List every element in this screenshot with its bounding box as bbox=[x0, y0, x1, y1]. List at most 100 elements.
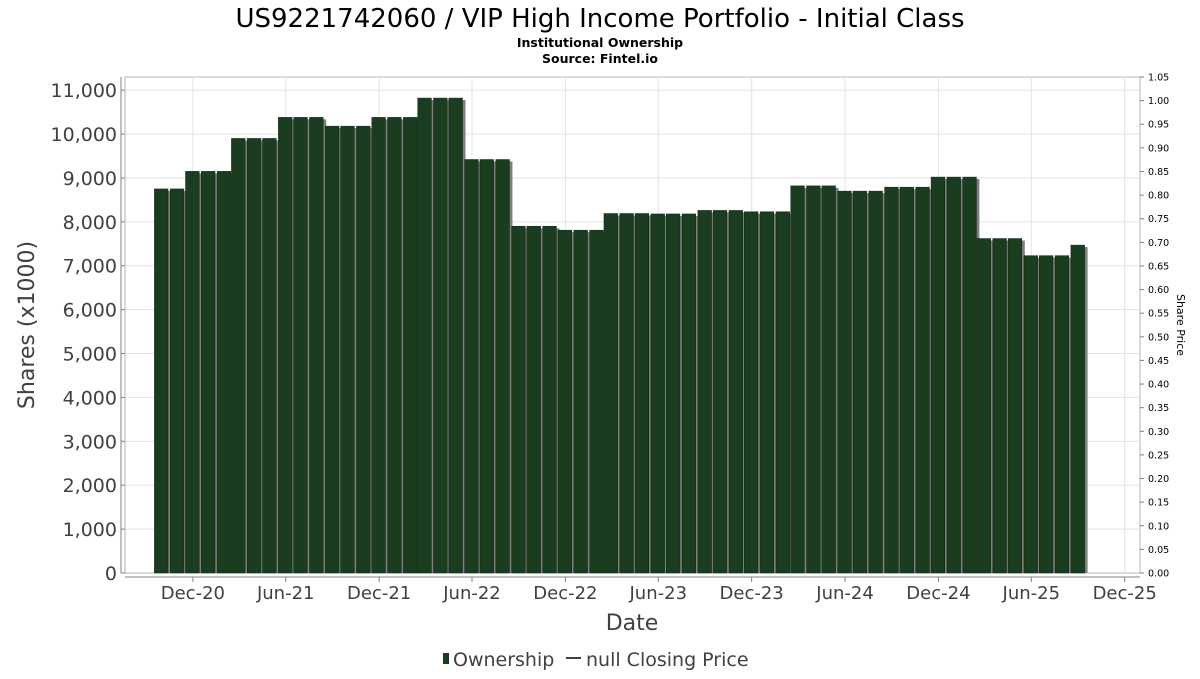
ownership-bar bbox=[573, 229, 588, 574]
ownership-bar bbox=[293, 117, 308, 574]
y2-tick-label: 0.00 bbox=[1148, 569, 1169, 580]
y-tick-label: 7,000 bbox=[63, 256, 117, 278]
ownership-bar bbox=[930, 176, 946, 574]
ownership-bar bbox=[852, 190, 867, 574]
ownership-bar bbox=[340, 125, 355, 574]
ownership-bar bbox=[744, 211, 759, 574]
x-tick-label: Dec-20 bbox=[161, 583, 225, 604]
ownership-bar bbox=[837, 190, 852, 574]
ownership-bar bbox=[806, 185, 821, 574]
x-tick-label: Jun-25 bbox=[1002, 583, 1061, 604]
ownership-bar bbox=[464, 159, 479, 574]
chart-subtitle-line-1: Institutional Ownership bbox=[517, 35, 683, 50]
x-tick-label: Dec-21 bbox=[347, 583, 411, 604]
ownership-bar bbox=[665, 213, 681, 574]
ownership-bar bbox=[216, 171, 232, 574]
ownership-bar bbox=[201, 171, 216, 574]
y2-tick-label: 0.40 bbox=[1148, 380, 1169, 391]
ownership-bar bbox=[448, 97, 463, 574]
ownership-bar bbox=[511, 225, 526, 574]
ownership-bar bbox=[371, 117, 386, 574]
ownership-bar bbox=[526, 225, 541, 574]
ownership-bar bbox=[962, 176, 977, 574]
x-tick-label: Dec-23 bbox=[720, 583, 784, 604]
y2-tick-label: 0.35 bbox=[1148, 403, 1169, 414]
y-tick-label: 1,000 bbox=[63, 519, 117, 541]
chart-subtitle-line-2: Source: Fintel.io bbox=[542, 51, 658, 66]
ownership-bar bbox=[1054, 255, 1070, 574]
ownership-bar bbox=[868, 190, 883, 574]
ownership-bar bbox=[278, 117, 293, 574]
y-tick-label: 11,000 bbox=[51, 80, 117, 102]
ownership-bar bbox=[479, 159, 494, 574]
ownership-bar bbox=[681, 213, 696, 574]
ownership-bar bbox=[247, 138, 262, 574]
y2-tick-label: 0.55 bbox=[1148, 309, 1169, 320]
ownership-bar bbox=[387, 117, 402, 574]
axes-layer: 0 1,000 2,000 3,000 4,000 5,000 6,000 7,000 8,00… bbox=[51, 73, 1170, 605]
ownership-bar bbox=[603, 213, 618, 574]
y2-tick-label: 0.20 bbox=[1148, 474, 1169, 485]
y2-axis-label: Share Price bbox=[1174, 294, 1187, 356]
ownership-bar bbox=[417, 97, 432, 574]
y-tick-label: 4,000 bbox=[63, 387, 117, 409]
y2-tick-label: 0.70 bbox=[1148, 238, 1169, 249]
ownership-bar bbox=[262, 138, 277, 574]
y-tick-label: 2,000 bbox=[63, 475, 117, 497]
ownership-bar bbox=[775, 211, 790, 574]
x-tick-label: Jun-23 bbox=[629, 583, 688, 604]
ownership-bar bbox=[899, 186, 914, 574]
x-axis-label: Date bbox=[606, 611, 659, 636]
ownership-bar bbox=[790, 185, 805, 574]
ownership-bar bbox=[542, 225, 557, 574]
legend-label-ownership: Ownership bbox=[453, 649, 554, 671]
y-tick-label: 5,000 bbox=[63, 344, 117, 366]
x-tick-label: Jun-21 bbox=[256, 583, 315, 604]
ownership-bar bbox=[884, 186, 899, 574]
y2-tick-label: 0.45 bbox=[1148, 356, 1169, 367]
y-tick-label: 9,000 bbox=[63, 168, 117, 190]
y-axis-label: Shares (x1000) bbox=[15, 241, 40, 409]
y-tick-label: 0 bbox=[105, 563, 117, 585]
x-tick-label: Dec-25 bbox=[1093, 583, 1157, 604]
ownership-bar bbox=[309, 117, 324, 574]
ownership-bar bbox=[1039, 255, 1054, 574]
legend-swatch-ownership bbox=[443, 653, 449, 664]
ownership-bar bbox=[185, 171, 200, 574]
ownership-bar bbox=[1070, 244, 1085, 574]
y2-tick-label: 0.50 bbox=[1148, 332, 1169, 343]
y2-tick-label: 0.95 bbox=[1148, 120, 1169, 131]
ownership-bar bbox=[433, 97, 448, 574]
ownership-bar bbox=[154, 188, 169, 574]
ownership-bar bbox=[821, 185, 836, 574]
legend: Ownership null Closing Price bbox=[443, 649, 749, 671]
y2-tick-label: 0.30 bbox=[1148, 427, 1169, 438]
ownership-bar bbox=[557, 229, 572, 574]
y2-tick-label: 0.80 bbox=[1148, 191, 1169, 202]
y2-tick-label: 1.00 bbox=[1148, 96, 1169, 107]
ownership-bar bbox=[728, 210, 743, 574]
ownership-bar bbox=[325, 125, 340, 574]
y-tick-label: 3,000 bbox=[63, 431, 117, 453]
ownership-bar bbox=[634, 213, 650, 574]
ownership-bar bbox=[231, 138, 246, 574]
chart-title: US9221742060 / VIP High Income Portfolio… bbox=[235, 4, 964, 34]
y-tick-label: 10,000 bbox=[51, 124, 117, 146]
ownership-bar bbox=[712, 210, 728, 574]
ownership-bar bbox=[1007, 238, 1023, 574]
ownership-bar bbox=[946, 176, 961, 574]
y-tick-label: 8,000 bbox=[63, 212, 117, 234]
y2-tick-label: 0.65 bbox=[1148, 261, 1169, 272]
y2-tick-label: 1.05 bbox=[1148, 73, 1169, 84]
ownership-bar bbox=[759, 211, 775, 574]
ownership-bar bbox=[589, 229, 604, 574]
y2-tick-label: 0.60 bbox=[1148, 285, 1169, 296]
y2-tick-label: 0.15 bbox=[1148, 498, 1169, 509]
x-tick-label: Dec-22 bbox=[533, 583, 597, 604]
y2-tick-label: 0.75 bbox=[1148, 214, 1169, 225]
ownership-bar bbox=[403, 117, 418, 574]
x-tick-label: Dec-24 bbox=[906, 583, 970, 604]
ownership-bar bbox=[992, 238, 1007, 574]
